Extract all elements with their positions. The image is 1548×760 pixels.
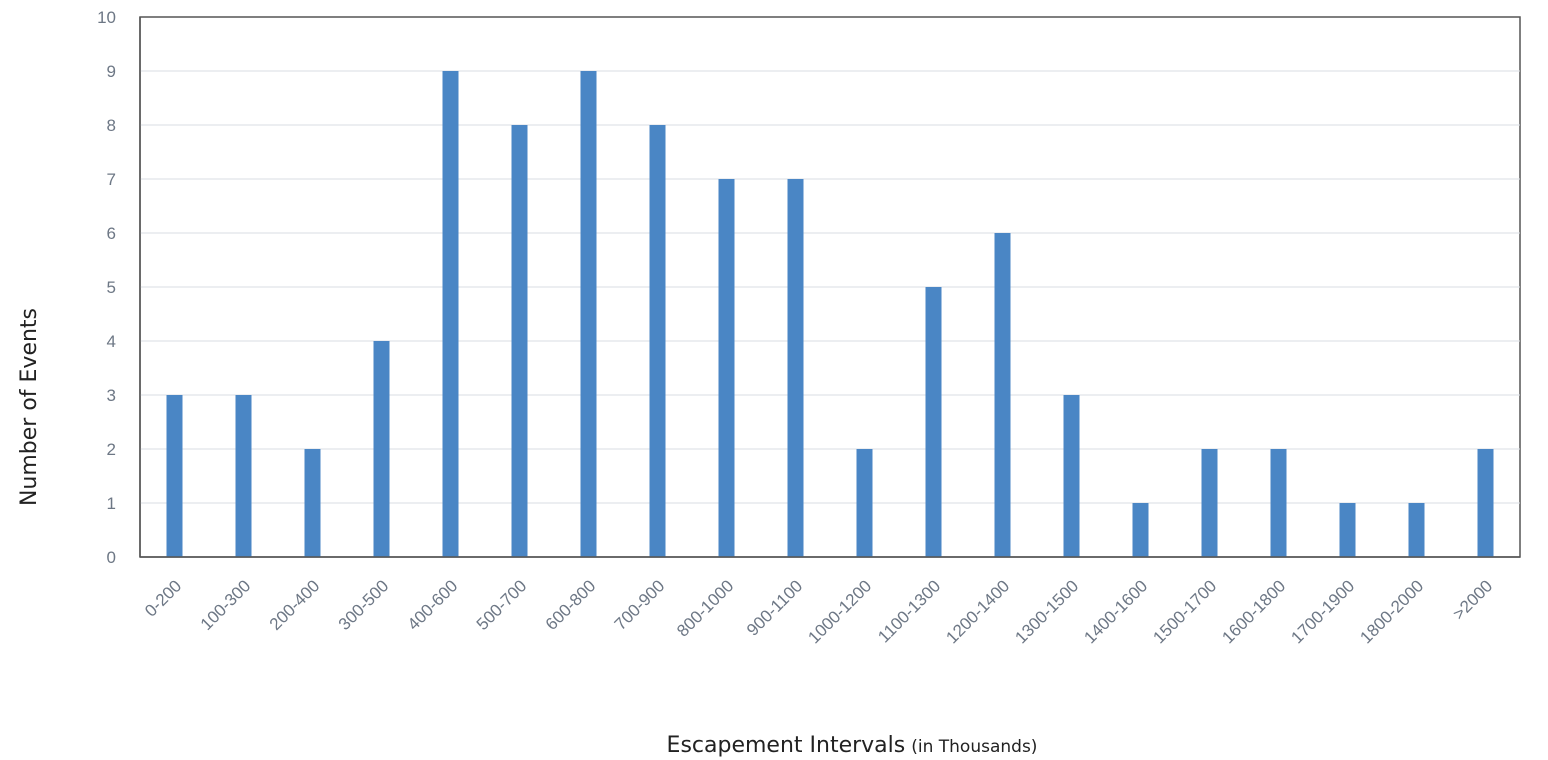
bar [856, 449, 873, 557]
bar [1063, 395, 1080, 557]
bar [925, 287, 942, 557]
axes [139, 17, 1520, 558]
y-tick-label: 1 [107, 494, 116, 513]
x-tick-label: 1400-1600 [1080, 576, 1151, 647]
bar [304, 449, 321, 557]
bar [994, 233, 1011, 557]
y-tick-label: 8 [107, 116, 116, 135]
x-tick-label: 0-200 [141, 576, 185, 620]
x-tick-label: 1600-1800 [1218, 576, 1289, 647]
x-tick-label: 1100-1300 [874, 576, 944, 646]
y-tick-label: 10 [97, 8, 116, 27]
x-axis-title-suffix: (in Thousands) [911, 737, 1037, 757]
x-tick-label: 1700-1900 [1287, 576, 1358, 647]
bar [580, 71, 597, 557]
bars [166, 71, 1494, 557]
bar [1339, 503, 1356, 557]
y-tick-label: 3 [107, 386, 116, 405]
bar [1132, 503, 1149, 557]
x-tick-label: 300-500 [335, 576, 393, 634]
bar [511, 125, 528, 557]
x-tick-label: 700-900 [611, 576, 669, 634]
x-tick-label: 400-600 [404, 576, 462, 634]
bar [718, 179, 735, 557]
bar [442, 71, 459, 557]
y-tick-label: 0 [107, 548, 116, 567]
bar [1477, 449, 1494, 557]
y-tick-label: 9 [107, 62, 116, 81]
x-tick-label: 200-400 [266, 576, 324, 634]
x-tick-label: 1800-2000 [1356, 576, 1427, 647]
x-tick-label: 1200-1400 [942, 576, 1013, 647]
x-axis-title-main: Escapement Intervals [667, 733, 906, 758]
x-tick-label: 1300-1500 [1011, 576, 1082, 647]
bar [1408, 503, 1425, 557]
x-tick-label: 100-300 [197, 576, 255, 634]
bar [787, 179, 804, 557]
x-tick-label: >2000 [1449, 576, 1496, 623]
bar [166, 395, 183, 557]
y-tick-label: 2 [107, 440, 116, 459]
bar [235, 395, 252, 557]
y-tick-label: 5 [107, 278, 116, 297]
y-tick-labels: 0 1 2 3 4 5 6 7 8 9 10 [97, 8, 116, 567]
bar [1270, 449, 1287, 557]
x-axis-title: Escapement Intervals (in Thousands) [667, 733, 1038, 758]
bar [649, 125, 666, 557]
y-tick-label: 7 [107, 170, 116, 189]
x-tick-label: 1000-1200 [804, 576, 875, 647]
x-tick-label: 600-800 [542, 576, 600, 634]
x-tick-labels: 0-200 100-300 200-400 300-500 400-600 500-700… [141, 576, 1496, 647]
x-tick-label: 1500-1700 [1149, 576, 1220, 647]
x-tick-label: 500-700 [473, 576, 531, 634]
y-axis-title: Number of Events [17, 308, 42, 506]
x-tick-label: 800-1000 [673, 576, 737, 640]
bar [1201, 449, 1218, 557]
y-tick-label: 6 [107, 224, 116, 243]
grid-lines [140, 70, 1520, 504]
bar [373, 341, 390, 557]
x-tick-label: 900-1100 [743, 576, 806, 639]
y-tick-label: 4 [107, 332, 116, 351]
